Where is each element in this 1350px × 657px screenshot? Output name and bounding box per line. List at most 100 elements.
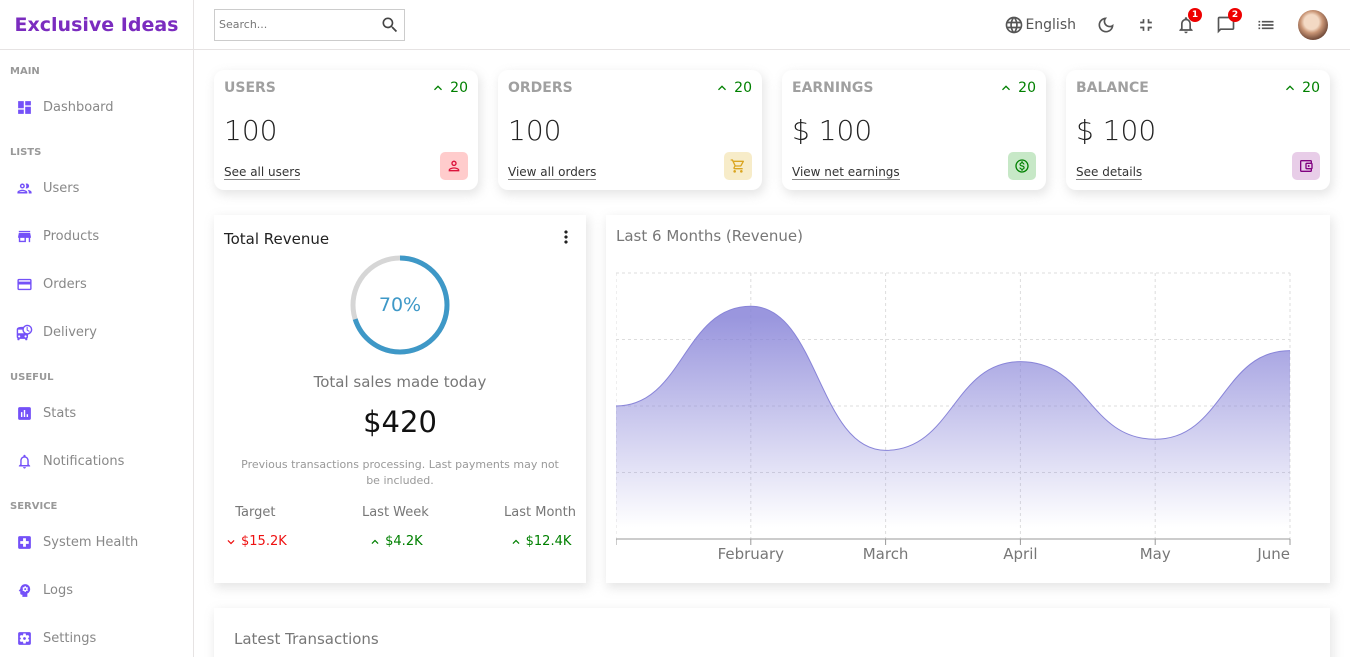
widget-link[interactable]: View net earnings (792, 165, 900, 180)
widget-title: USERS (224, 80, 276, 96)
psychology-icon (15, 581, 33, 599)
moon-icon (1098, 17, 1114, 32)
chevron-up-icon (512, 539, 520, 544)
search-icon[interactable] (380, 15, 400, 35)
dark-mode-toggle[interactable] (1096, 15, 1116, 35)
sidebar-section-service: SERVICE (10, 501, 58, 512)
sidebar-item-users[interactable]: Users (10, 164, 193, 212)
chat-bubble-icon (1217, 16, 1235, 33)
sidebar: Exclusive Ideas MAIN Dashboard LISTS Use… (0, 0, 194, 657)
sidebar-list: MAIN Dashboard LISTS Users Products Orde… (0, 66, 193, 657)
sidebar-item-logs[interactable]: Logs (10, 566, 193, 614)
sidebar-section-lists: LISTS (10, 147, 42, 158)
sidebar-item-label: System Health (43, 534, 139, 550)
progress-ring: 70% (348, 253, 452, 357)
dollar-icon (1008, 152, 1036, 180)
featured-description: Previous transactions processing. Last p… (241, 458, 559, 487)
widget-title: ORDERS (508, 80, 573, 96)
list-menu-button[interactable] (1256, 15, 1276, 35)
messages-button[interactable]: 2 (1216, 7, 1242, 35)
chart-title: Last 6 Months (Revenue) (616, 227, 803, 245)
person-icon (440, 152, 468, 180)
widget-earnings: EARNINGS $ 100 View net earnings 20 (782, 70, 1046, 190)
sidebar-item-delivery[interactable]: Delivery (10, 308, 193, 356)
widget-percentage: 20 (998, 80, 1036, 96)
sidebar-item-products[interactable]: Products (10, 212, 193, 260)
cart-icon (724, 152, 752, 180)
bell-icon (1179, 16, 1193, 33)
sidebar-item-settings[interactable]: Settings (10, 614, 193, 657)
widget-counter: $ 100 (1076, 114, 1157, 147)
x-tick-label: April (1003, 545, 1037, 563)
widget-title: BALANCE (1076, 80, 1149, 96)
globe-icon (1006, 16, 1023, 33)
x-tick-label: March (863, 545, 909, 563)
summary-target: Target $15.2K (224, 505, 287, 549)
sidebar-item-label: Products (43, 228, 100, 244)
sidebar-item-label: Dashboard (43, 99, 114, 115)
widget-percentage-value: 20 (1018, 80, 1036, 96)
sidebar-item-orders[interactable]: Orders (10, 260, 193, 308)
search-box (214, 8, 405, 41)
widget-percentage: 20 (430, 80, 468, 96)
featured-amount: $420 (363, 405, 437, 439)
avatar[interactable] (1298, 9, 1328, 40)
latest-transactions-card: Latest Transactions (214, 608, 1330, 657)
language-label: English (1025, 16, 1076, 33)
widget-link[interactable]: See details (1076, 165, 1143, 180)
sidebar-item-notifications[interactable]: Notifications (10, 437, 193, 485)
main-content: English 1 2 (194, 0, 1350, 657)
credit-card-icon (15, 275, 33, 293)
featured-summary: Target $15.2K Last Week $4.2K (224, 505, 576, 549)
sidebar-item-label: Stats (43, 405, 77, 421)
sidebar-item-label: Settings (43, 630, 97, 646)
sidebar-section-useful: USEFUL (10, 372, 54, 383)
summary-title: Last Week (361, 505, 429, 520)
navbar: English 1 2 (194, 0, 1350, 50)
revenue-chart: February March April May June (615, 272, 1291, 563)
sidebar-item-label: Logs (43, 582, 73, 598)
summary-result: $15.2K (224, 534, 287, 549)
summary-result: $12.4K (509, 534, 571, 549)
summary-title: Last Month (504, 505, 576, 520)
notifications-count-badge: 1 (1188, 7, 1202, 22)
featured-card: Total Revenue 70% Total sales made today… (214, 215, 586, 583)
sidebar-item-label: Notifications (43, 453, 125, 469)
sidebar-item-stats[interactable]: Stats (10, 389, 193, 437)
chevron-up-icon (371, 539, 379, 544)
widget-link[interactable]: See all users (224, 165, 301, 180)
health-icon (15, 533, 33, 551)
more-vert-icon[interactable] (556, 227, 576, 251)
search-input[interactable] (219, 18, 380, 31)
widgets-row: USERS 100 See all users 20 ORDERS (194, 50, 1350, 190)
widget-link[interactable]: View all orders (508, 165, 597, 180)
sidebar-item-dashboard[interactable]: Dashboard (10, 83, 193, 131)
sidebar-item-label: Delivery (43, 324, 97, 340)
notifications-button[interactable]: 1 (1176, 7, 1202, 35)
sidebar-item-label: Users (43, 180, 80, 196)
summary-title: Target (235, 505, 276, 520)
x-tick-label: June (1256, 545, 1290, 563)
wallet-icon (1292, 152, 1320, 180)
widget-balance: BALANCE $ 100 See details 20 (1066, 70, 1330, 190)
fullscreen-exit-button[interactable] (1136, 15, 1156, 35)
sidebar-item-label: Orders (43, 276, 87, 292)
revenue-series-line (615, 305, 1291, 451)
logo[interactable]: Exclusive Ideas (0, 0, 193, 50)
charts-row: Total Revenue 70% Total sales made today… (194, 190, 1350, 583)
delivery-truck-icon (15, 323, 33, 341)
summary-last-week: Last Week $4.2K (362, 505, 429, 549)
progress-ring-fill (350, 255, 450, 355)
x-tick-label: May (1140, 545, 1171, 563)
brand-name: Exclusive Ideas (14, 13, 179, 36)
chevron-up-icon (1002, 85, 1011, 91)
language-selector[interactable]: English (1004, 15, 1076, 35)
list-icon (1258, 20, 1274, 29)
widget-users: USERS 100 See all users 20 (214, 70, 478, 190)
widget-counter: 100 (508, 114, 562, 147)
sidebar-item-system-health[interactable]: System Health (10, 518, 193, 566)
chevron-up-icon (1286, 85, 1295, 91)
summary-last-month: Last Month $12.4K (504, 505, 576, 549)
users-icon (15, 179, 33, 197)
